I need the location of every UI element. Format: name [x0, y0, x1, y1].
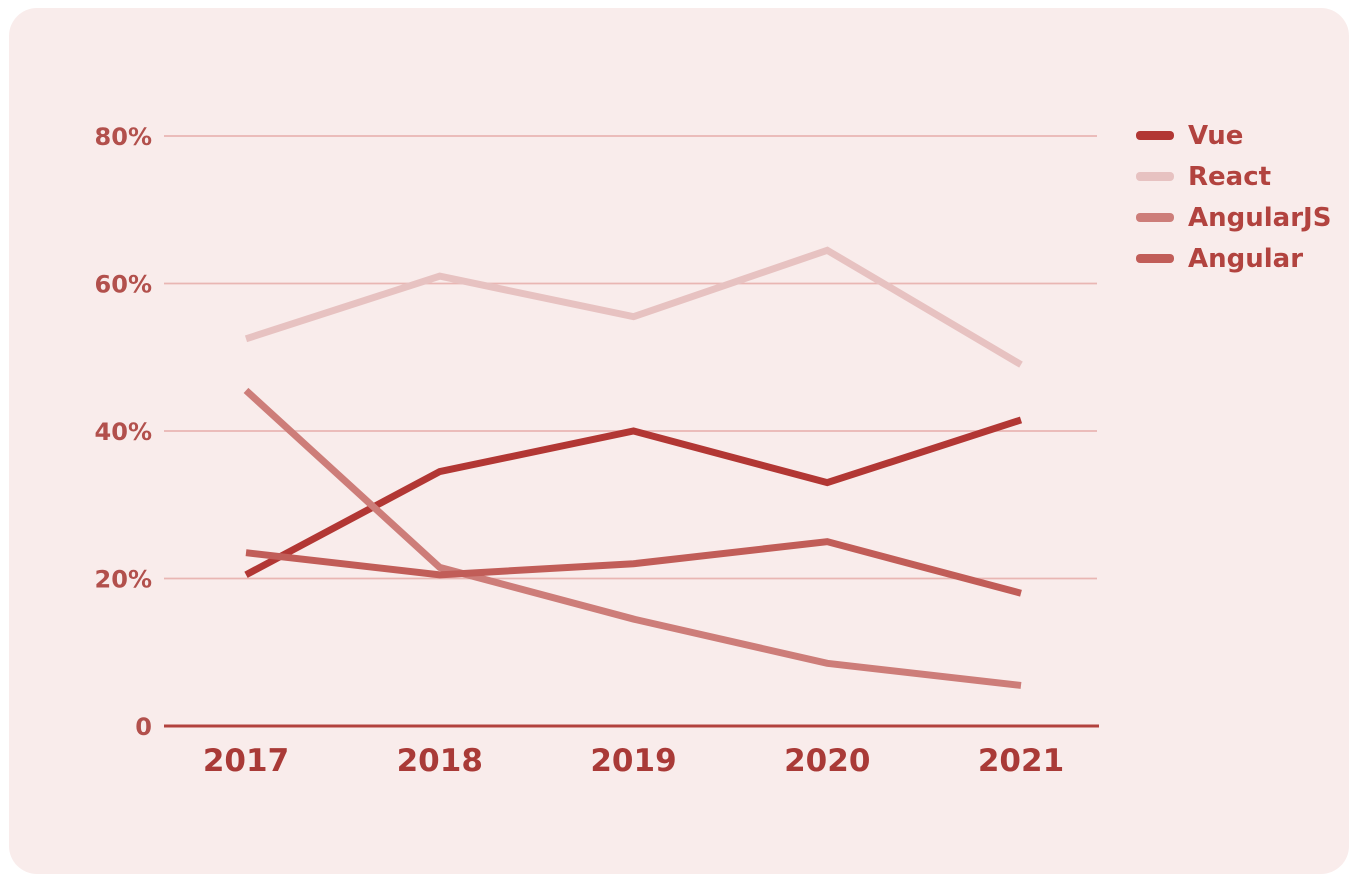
x-tick-label-2019: 2019	[590, 743, 676, 779]
y-tick-label-20: 20%	[95, 566, 152, 594]
legend-swatch-angular	[1136, 254, 1174, 263]
line-chart: 80% 60% 40% 20% 0 2017 2018 2019 2020 2021	[95, 123, 1099, 779]
legend-label-angularjs: AngularJS	[1188, 202, 1332, 233]
y-tick-label-40: 40%	[95, 418, 152, 446]
series-line-angular	[245, 538, 1022, 597]
y-tick-label-80: 80%	[95, 123, 152, 151]
y-tick-label-0: 0	[135, 713, 152, 741]
legend-label-angular: Angular	[1188, 243, 1304, 274]
legend-item-angular: Angular	[1136, 238, 1331, 279]
x-tick-label-2018: 2018	[397, 743, 483, 779]
x-tick-label-2017: 2017	[203, 743, 289, 779]
legend-label-vue: Vue	[1188, 120, 1244, 151]
legend-label-react: React	[1188, 161, 1272, 192]
series-line-angularjs	[243, 387, 1022, 689]
legend-item-react: React	[1136, 156, 1331, 197]
x-tick-label-2021: 2021	[978, 743, 1064, 779]
chart-card: 80% 60% 40% 20% 0 2017 2018 2019 2020 2021 Vue Rea…	[9, 8, 1349, 874]
legend-swatch-react	[1136, 172, 1174, 181]
legend-swatch-vue	[1136, 131, 1174, 140]
series-line-react	[244, 246, 1023, 368]
legend-item-vue: Vue	[1136, 115, 1331, 156]
x-tick-label-2020: 2020	[784, 743, 870, 779]
chart-legend: Vue React AngularJS Angular	[1136, 115, 1331, 279]
y-tick-label-60: 60%	[95, 271, 152, 299]
legend-item-angularjs: AngularJS	[1136, 197, 1331, 238]
legend-swatch-angularjs	[1136, 213, 1174, 222]
